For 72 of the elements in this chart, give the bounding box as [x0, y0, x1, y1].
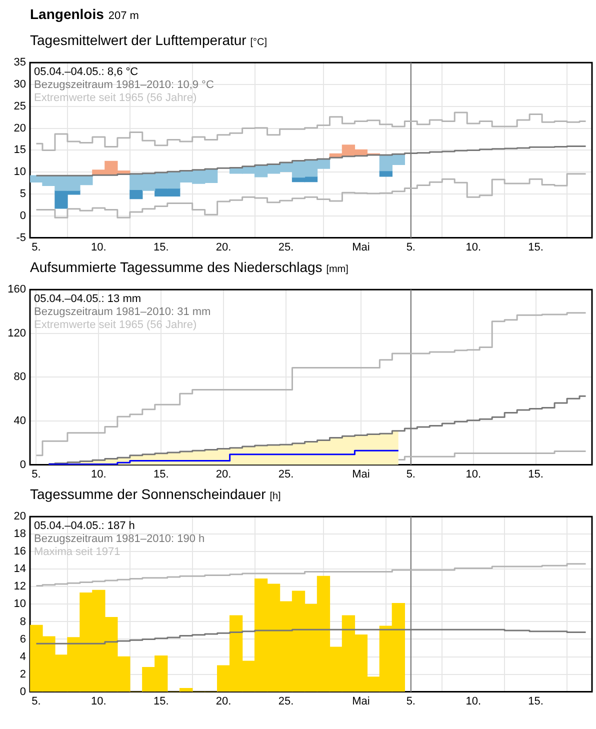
x-tick-label: 15.	[528, 468, 544, 480]
bar	[379, 170, 393, 177]
y-axis-title: [h]	[270, 491, 281, 502]
x-tick-label: 5.	[406, 695, 416, 708]
x-tick-label: Mai	[352, 695, 370, 708]
text: Langenlois	[30, 6, 104, 22]
annotation: Maxima seit 1971	[34, 546, 120, 558]
y-tick-label: 20	[14, 510, 26, 523]
y-tick-label: 15	[14, 144, 26, 156]
y-tick-label: 6	[20, 633, 26, 646]
x-tick-label: 15.	[153, 241, 169, 254]
y-axis-title: [°C]	[250, 37, 267, 48]
chart-title: Aufsummierte Tagessumme des Niederschlags	[30, 259, 322, 275]
chart-title: Tagessumme der Sonnenscheindauer	[30, 486, 266, 502]
y-tick-label: 10	[14, 166, 26, 178]
annotation: 05.04.–04.05.: 13 mm	[34, 293, 142, 306]
y-tick-label: -5	[16, 232, 26, 244]
y-tick-label: 2	[20, 668, 26, 680]
x-tick-label: 10.	[91, 468, 106, 480]
annotation: 05.04.–04.05.: 8,6 °C	[34, 66, 138, 78]
chart-title: Tagesmittelwert der Lufttemperatur	[30, 32, 246, 48]
y-tick-label: 0	[20, 686, 26, 698]
x-tick-label: 15.	[528, 241, 544, 254]
y-tick-label: 10	[14, 598, 26, 610]
y-tick-label: 35	[14, 56, 26, 69]
x-tick-label: 10.	[466, 468, 482, 480]
x-tick-label: 10.	[466, 695, 482, 708]
y-tick-label: 160	[8, 284, 26, 296]
x-tick-label: Mai	[352, 468, 370, 480]
x-tick-label: 25.	[278, 241, 294, 254]
x-tick-label: 15.	[153, 695, 169, 708]
y-tick-label: 120	[8, 327, 26, 340]
y-tick-label: 30	[14, 78, 26, 91]
x-tick-label: 15.	[528, 695, 544, 708]
x-tick-label: 10.	[91, 695, 106, 708]
text: 207 m	[108, 10, 139, 22]
bar	[180, 688, 193, 692]
y-tick-label: 25	[14, 100, 26, 112]
annotation: Extremwerte seit 1965 (56 Jahre)	[34, 92, 197, 104]
x-tick-label: 20.	[216, 468, 232, 480]
annotation: Bezugszeitraum 1981–2010: 31 mm	[34, 306, 211, 318]
y-tick-label: 12	[14, 580, 26, 593]
bar	[130, 189, 143, 200]
x-tick-label: 25.	[278, 468, 294, 480]
y-tick-label: 8	[20, 616, 26, 628]
x-tick-label: Mai	[352, 241, 370, 254]
x-tick-label: 25.	[278, 695, 294, 708]
y-tick-label: 20	[14, 122, 26, 134]
y-axis-title: [mm]	[326, 264, 348, 275]
x-tick-label: 5.	[32, 241, 41, 254]
y-tick-label: 80	[14, 371, 26, 384]
y-tick-label: 40	[14, 415, 26, 428]
x-tick-label: 5.	[406, 241, 416, 254]
y-tick-label: 14	[14, 563, 26, 576]
annotation: Bezugszeitraum 1981–2010: 190 h	[34, 533, 205, 546]
x-tick-label: 5.	[32, 468, 41, 480]
y-tick-label: 4	[20, 650, 26, 663]
x-tick-label: 20.	[216, 241, 232, 254]
annotation: 05.04.–04.05.: 187 h	[34, 520, 135, 532]
y-tick-label: 5	[20, 188, 26, 200]
x-tick-label: 10.	[466, 241, 482, 254]
y-tick-label: 0	[20, 210, 26, 222]
x-tick-label: 5.	[406, 468, 416, 480]
annotation: Extremwerte seit 1965 (56 Jahre)	[34, 319, 197, 332]
y-tick-label: 18	[14, 528, 26, 540]
annotation: Bezugszeitraum 1981–2010: 10,9 °C	[34, 79, 214, 92]
x-tick-label: 5.	[32, 695, 41, 708]
x-tick-label: 15.	[153, 468, 169, 480]
y-tick-label: 16	[14, 546, 26, 558]
x-tick-label: 10.	[91, 241, 106, 254]
y-tick-label: 0	[20, 458, 26, 471]
x-tick-label: 20.	[216, 695, 232, 708]
